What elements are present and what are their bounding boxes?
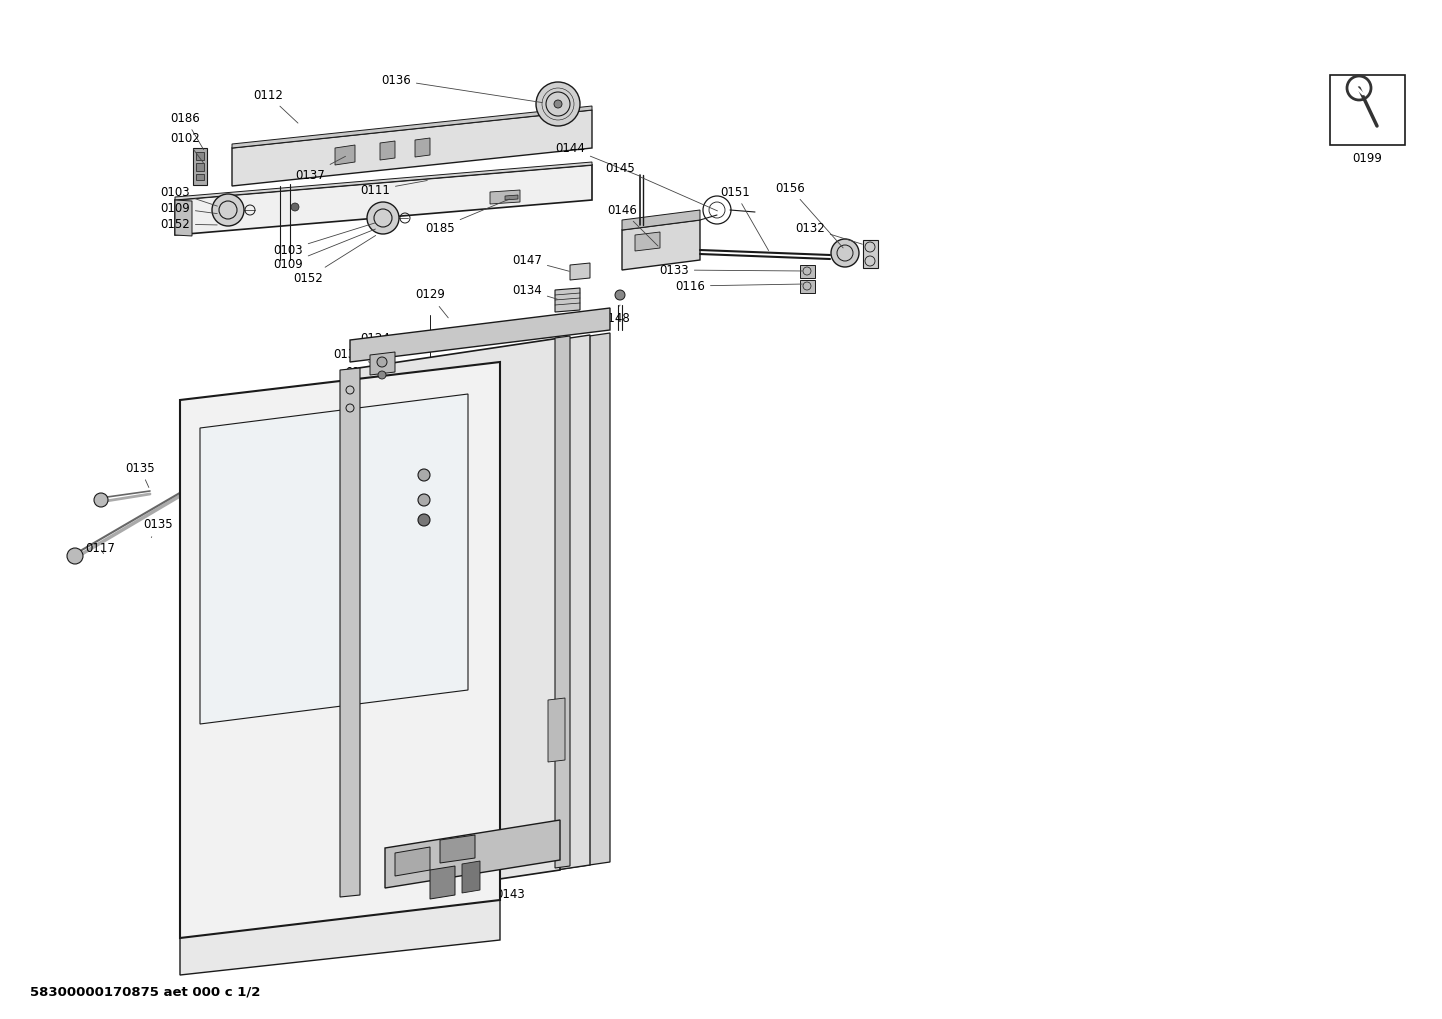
Circle shape <box>614 290 624 300</box>
Text: 0130: 0130 <box>296 925 397 938</box>
Polygon shape <box>570 263 590 280</box>
Text: 0140: 0140 <box>482 591 552 604</box>
Text: 0121: 0121 <box>404 893 440 907</box>
Text: 0142: 0142 <box>382 483 418 501</box>
Text: 0127: 0127 <box>483 665 529 838</box>
Circle shape <box>376 357 386 367</box>
Circle shape <box>418 469 430 481</box>
Text: 0151: 0151 <box>720 185 769 251</box>
Text: 0185: 0185 <box>425 199 509 234</box>
Text: 0109: 0109 <box>160 202 218 215</box>
Circle shape <box>368 202 399 234</box>
Text: 0126: 0126 <box>247 388 339 407</box>
Circle shape <box>418 514 430 526</box>
Text: 0134: 0134 <box>512 283 558 300</box>
Circle shape <box>418 494 430 506</box>
Polygon shape <box>232 106 593 148</box>
Text: 0111: 0111 <box>360 180 427 197</box>
Circle shape <box>185 481 198 495</box>
Polygon shape <box>622 220 699 270</box>
Text: 0147: 0147 <box>512 254 570 271</box>
Text: 0135: 0135 <box>125 462 154 487</box>
Text: 0143: 0143 <box>470 887 525 902</box>
Polygon shape <box>800 280 815 293</box>
Polygon shape <box>505 195 518 200</box>
Text: 0133: 0133 <box>659 264 802 276</box>
Polygon shape <box>174 165 593 235</box>
Circle shape <box>536 82 580 126</box>
Text: 0124: 0124 <box>360 331 402 354</box>
Circle shape <box>94 493 108 507</box>
Polygon shape <box>385 820 559 888</box>
Polygon shape <box>389 333 610 894</box>
Polygon shape <box>395 847 430 876</box>
Polygon shape <box>375 335 590 897</box>
Polygon shape <box>193 148 208 185</box>
Text: 0146: 0146 <box>607 204 658 246</box>
Polygon shape <box>196 174 203 180</box>
Polygon shape <box>430 866 456 899</box>
Polygon shape <box>800 265 815 278</box>
Text: 0139: 0139 <box>333 348 375 364</box>
Polygon shape <box>555 288 580 312</box>
Text: 58300000170875 aet 000 c 1/2: 58300000170875 aet 000 c 1/2 <box>30 985 261 999</box>
Polygon shape <box>548 698 565 762</box>
Text: 0148: 0148 <box>600 305 630 324</box>
Polygon shape <box>490 190 521 204</box>
Polygon shape <box>340 368 360 897</box>
Text: 0117: 0117 <box>85 541 115 554</box>
Text: 0152: 0152 <box>293 235 376 284</box>
Circle shape <box>554 100 562 108</box>
Polygon shape <box>440 835 474 863</box>
Polygon shape <box>1330 75 1405 145</box>
Text: 0103: 0103 <box>160 185 218 206</box>
Text: 0135: 0135 <box>143 519 173 538</box>
Text: 0144: 0144 <box>555 142 639 176</box>
Circle shape <box>831 239 859 267</box>
Text: 0199: 0199 <box>1353 152 1381 164</box>
Polygon shape <box>622 210 699 230</box>
Polygon shape <box>461 861 480 893</box>
Polygon shape <box>196 163 203 171</box>
Polygon shape <box>371 352 395 375</box>
Polygon shape <box>335 145 355 165</box>
Polygon shape <box>350 308 610 362</box>
Text: 0132: 0132 <box>795 221 862 245</box>
Text: 0152: 0152 <box>160 217 218 230</box>
Text: 0129: 0129 <box>415 288 448 318</box>
Text: 0156: 0156 <box>776 181 844 248</box>
Polygon shape <box>634 232 660 251</box>
Polygon shape <box>381 141 395 160</box>
Circle shape <box>291 203 298 211</box>
Circle shape <box>212 194 244 226</box>
Text: 0136: 0136 <box>381 73 542 103</box>
Text: 0145: 0145 <box>606 161 718 211</box>
Text: 0141: 0141 <box>376 457 418 477</box>
Polygon shape <box>180 362 500 938</box>
Polygon shape <box>180 875 500 975</box>
Polygon shape <box>174 200 192 236</box>
Text: 0116: 0116 <box>675 279 802 292</box>
Polygon shape <box>174 162 593 200</box>
Polygon shape <box>555 336 570 868</box>
Circle shape <box>378 371 386 379</box>
Text: 0109: 0109 <box>273 229 375 270</box>
Polygon shape <box>345 338 559 902</box>
Polygon shape <box>862 240 878 268</box>
Text: 0123: 0123 <box>345 366 384 378</box>
Polygon shape <box>415 138 430 157</box>
Text: 0137: 0137 <box>296 156 346 181</box>
Text: 0103: 0103 <box>273 223 375 257</box>
Polygon shape <box>200 394 469 725</box>
Text: 0186: 0186 <box>170 111 203 150</box>
Polygon shape <box>232 110 593 186</box>
Polygon shape <box>196 152 203 160</box>
Text: 0112: 0112 <box>252 89 298 123</box>
Text: 0102: 0102 <box>170 131 203 163</box>
Circle shape <box>66 548 84 564</box>
